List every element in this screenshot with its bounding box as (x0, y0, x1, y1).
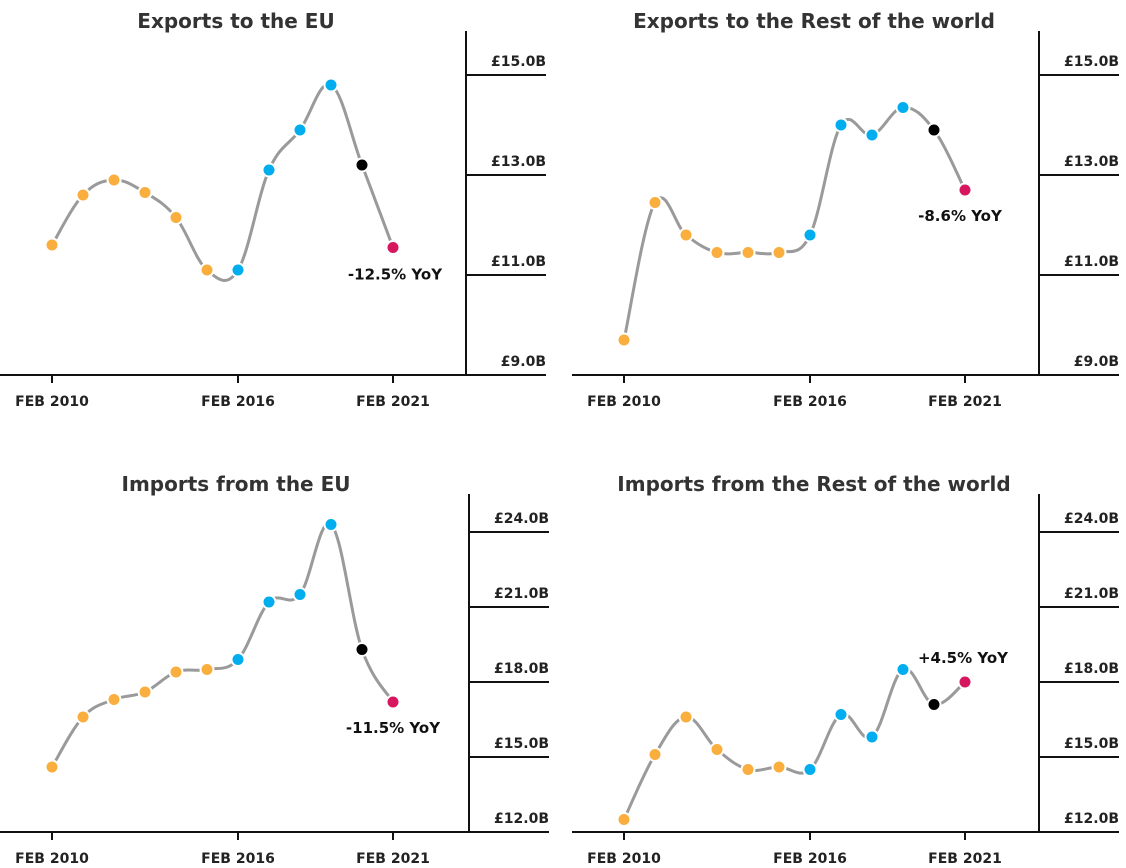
series-line (50, 82, 395, 282)
data-point (230, 652, 246, 667)
y-tick-label: £12.0B (1064, 811, 1119, 827)
series-line (622, 105, 967, 341)
data-point (740, 762, 756, 777)
x-tick-label: FEB 2021 (356, 851, 430, 867)
data-point (137, 185, 153, 200)
y-tick-label: £13.0B (1064, 154, 1119, 170)
y-tick-label: £15.0B (494, 736, 549, 752)
data-point (75, 187, 91, 203)
data-point (199, 662, 215, 677)
data-point (647, 747, 663, 762)
yoy-annotation: -11.5% YoY (346, 719, 441, 737)
data-point (199, 262, 215, 278)
x-tick-label: FEB 2021 (928, 851, 1002, 867)
data-point (44, 759, 60, 775)
data-point (385, 240, 401, 255)
yoy-annotation: +4.5% YoY (918, 649, 1009, 667)
series-line (622, 667, 966, 821)
data-point (385, 694, 401, 710)
data-point (168, 664, 184, 680)
series-line (50, 522, 395, 768)
data-point (709, 742, 725, 757)
chart-title: Exports to the EU (137, 9, 334, 33)
y-tick-label: £15.0B (1064, 54, 1119, 70)
data-point (678, 227, 694, 243)
chart-panel-2: Exports to the Rest of the world £9.0B £11… (572, 9, 1119, 410)
y-tick-label: £15.0B (1064, 736, 1119, 752)
data-point (802, 227, 818, 243)
y-tick-label: £21.0B (1064, 586, 1119, 602)
yoy-annotation: -8.6% YoY (918, 207, 1003, 225)
data-point (833, 707, 849, 722)
data-point (292, 587, 308, 602)
y-tick-label: £15.0B (491, 54, 546, 70)
data-point (678, 709, 694, 725)
y-tick-label: £9.0B (501, 354, 546, 370)
data-point (771, 759, 787, 775)
data-point (740, 245, 756, 260)
x-tick-label: FEB 2016 (773, 851, 847, 867)
chart-panel-3: Imports from the EU £12.0B £15.0B £18.0B £21… (0, 472, 549, 867)
y-tick-label: £18.0B (1064, 661, 1119, 677)
data-point (864, 127, 880, 143)
chart-title: Exports to the Rest of the world (633, 9, 995, 33)
y-tick-label: £11.0B (1064, 254, 1119, 270)
data-point (616, 332, 632, 348)
data-point (354, 642, 370, 657)
data-point (957, 674, 973, 690)
x-tick-label: FEB 2010 (587, 851, 661, 867)
data-point (864, 729, 880, 745)
data-point (106, 692, 122, 707)
data-point (647, 195, 663, 210)
data-point (833, 117, 849, 133)
y-tick-label: £21.0B (494, 586, 549, 602)
data-point (926, 697, 942, 712)
data-point (44, 237, 60, 253)
data-point (895, 100, 911, 115)
data-point (802, 762, 818, 777)
y-tick-label: £24.0B (1064, 511, 1119, 527)
data-point (261, 594, 277, 610)
data-point (137, 684, 153, 700)
data-point (292, 122, 308, 138)
data-point (230, 262, 246, 278)
data-point (168, 210, 184, 225)
data-point (709, 245, 725, 260)
yoy-annotation: -12.5% YoY (348, 266, 443, 284)
y-tick-label: £11.0B (491, 254, 546, 270)
chart-panel-1: Exports to the EU £9.0B £11.0B £13.0B £15.0B… (0, 9, 546, 410)
x-tick-label: FEB 2021 (928, 394, 1002, 410)
data-point (926, 122, 942, 138)
x-tick-label: FEB 2010 (587, 394, 661, 410)
data-point (771, 245, 787, 260)
data-point (261, 162, 277, 178)
x-tick-label: FEB 2010 (15, 394, 89, 410)
y-tick-label: £18.0B (494, 661, 549, 677)
data-point (895, 662, 911, 677)
chart-panel-4: Imports from the Rest of the world £12.0B… (572, 472, 1119, 867)
data-point (616, 812, 632, 827)
data-point (354, 157, 370, 173)
x-tick-label: FEB 2016 (773, 394, 847, 410)
data-point (323, 77, 339, 93)
x-tick-label: FEB 2016 (201, 851, 275, 867)
chart-title: Imports from the Rest of the world (617, 472, 1010, 496)
chart-title: Imports from the EU (122, 472, 351, 496)
data-point (957, 182, 973, 198)
data-point (75, 709, 91, 725)
x-tick-label: FEB 2010 (15, 851, 89, 867)
data-point (323, 517, 339, 532)
data-point (106, 172, 122, 188)
y-tick-label: £9.0B (1074, 354, 1119, 370)
y-tick-label: £13.0B (491, 154, 546, 170)
y-tick-label: £24.0B (494, 511, 549, 527)
y-tick-label: £12.0B (494, 811, 549, 827)
x-tick-label: FEB 2021 (356, 394, 430, 410)
x-tick-label: FEB 2016 (201, 394, 275, 410)
